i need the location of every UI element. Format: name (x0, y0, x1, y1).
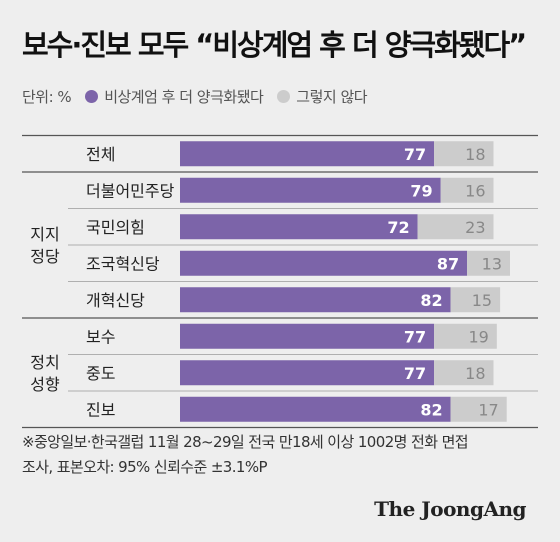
value-label-series2: 16 (465, 181, 485, 200)
bar-series2 (450, 287, 501, 313)
legend-label-series2: 그렇지 않다 (296, 88, 368, 106)
legend-swatch-series2 (277, 90, 291, 103)
legend-item-series2: 그렇지 않다 (277, 86, 368, 107)
bar-series2 (467, 250, 510, 276)
category-label: 보수 (86, 327, 115, 346)
bar-series2 (450, 396, 507, 422)
value-label-series1: 77 (404, 327, 426, 346)
category-label: 조국혁신당 (86, 254, 160, 273)
value-label-series2: 17 (478, 400, 498, 419)
bar-series1 (180, 323, 435, 349)
category-label: 전체 (86, 145, 115, 164)
category-label: 진보 (86, 400, 115, 419)
value-label-series2: 18 (465, 364, 485, 383)
footnote-line-2: 조사, 표본오차: 95% 신뢰수준 ±3.1%P (22, 458, 268, 476)
category-label: 더불어민주당 (86, 181, 175, 200)
footnote: ※중앙일보·한국갤럽 11월 28~29일 전국 만18세 이상 1002명 전… (22, 430, 469, 480)
legend-unit: 단위: % (22, 88, 72, 106)
value-label-series2: 19 (468, 327, 488, 346)
bar-series1 (180, 360, 435, 386)
bar-series1 (180, 287, 451, 313)
value-label-series1: 79 (410, 181, 432, 200)
footnote-line-1: ※중앙일보·한국갤럽 11월 28~29일 전국 만18세 이상 1002명 전… (22, 433, 469, 451)
bar-series2 (434, 141, 494, 167)
value-label-series2: 23 (465, 218, 485, 237)
group-label-2: 성향 (30, 375, 60, 394)
group-label-1: 정당 (30, 247, 60, 266)
category-label: 중도 (86, 364, 115, 383)
value-label-series2: 15 (472, 291, 492, 310)
legend: 단위: % 비상계엄 후 더 양극화됐다 그렇지 않다 (22, 86, 368, 107)
bar-series2 (434, 323, 497, 349)
bar-series1 (180, 141, 435, 167)
bar-series1 (180, 177, 441, 203)
value-label-series2: 18 (465, 145, 485, 164)
category-label: 국민의힘 (86, 218, 145, 237)
value-label-series1: 87 (437, 254, 459, 273)
bar-series1 (180, 250, 468, 276)
brand-logo: The JoongAng (374, 497, 526, 521)
value-label-series1: 77 (404, 364, 426, 383)
bar-series1 (180, 396, 451, 422)
group-label-2: 정치 (30, 353, 59, 372)
bar-series1 (180, 214, 418, 240)
value-label-series1: 82 (420, 400, 442, 419)
bar-series2 (440, 177, 494, 203)
value-label-series1: 72 (387, 218, 409, 237)
legend-label-series1: 비상계엄 후 더 양극화됐다 (104, 88, 264, 106)
legend-item-series1: 비상계엄 후 더 양극화됐다 (85, 86, 264, 107)
legend-swatch-series1 (85, 90, 99, 103)
value-label-series1: 77 (404, 145, 426, 164)
bar-series2 (434, 360, 494, 386)
chart-title: 보수·진보 모두 “비상계엄 후 더 양극화됐다” (22, 28, 527, 62)
value-label-series2: 13 (482, 254, 502, 273)
value-label-series1: 82 (420, 291, 442, 310)
group-label-1: 지지 (30, 225, 59, 244)
bar-series2 (417, 214, 494, 240)
category-label: 개혁신당 (86, 291, 145, 310)
